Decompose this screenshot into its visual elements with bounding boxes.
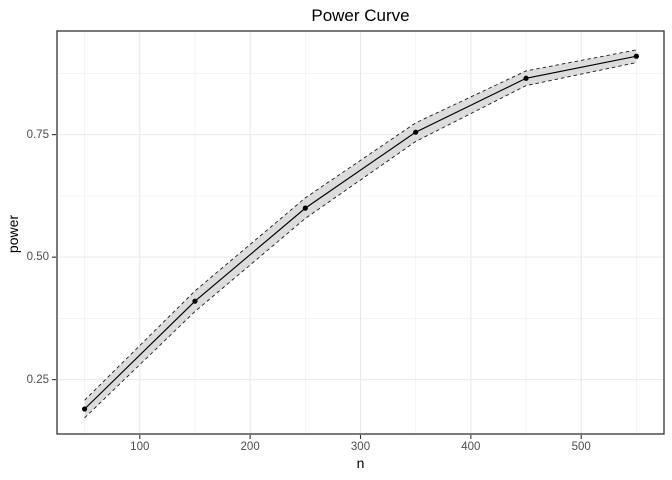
y-tick-label: 0.25 (26, 373, 49, 386)
power-line (84, 55, 637, 410)
data-point (413, 129, 419, 135)
x-axis-title: n (356, 455, 365, 471)
x-tick-label: 500 (571, 441, 591, 453)
panel-border (56, 30, 665, 435)
data-point (523, 75, 529, 81)
y-tick-label: 0.50 (26, 251, 49, 264)
data-point (192, 298, 198, 304)
y-tick-label: 0.75 (26, 128, 49, 141)
x-tick-label: 100 (130, 441, 150, 453)
chart-title: Power Curve (311, 6, 410, 25)
data-point (633, 53, 640, 59)
data-point (81, 406, 88, 412)
data-point (302, 205, 308, 211)
x-tick-label: 400 (461, 441, 481, 453)
ribbon-lower-edge (84, 62, 637, 419)
x-tick-label: 300 (350, 441, 371, 453)
ribbon-upper-edge (84, 49, 637, 401)
x-tick-label: 200 (240, 441, 260, 453)
